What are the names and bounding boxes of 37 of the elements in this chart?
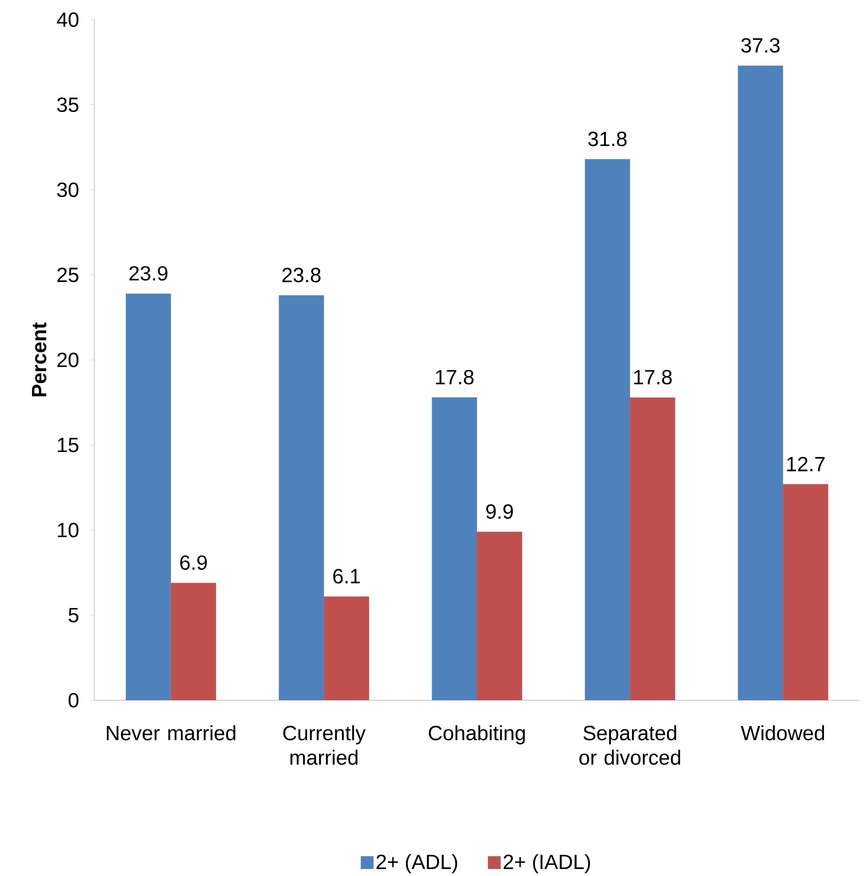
data-label: 12.7 [787, 456, 825, 472]
y-tick-label: 0 [68, 692, 79, 708]
data-label: 37.3 [741, 38, 780, 53]
x-tick-label: Currently married [283, 725, 366, 765]
y-tick-label: 30 [57, 182, 79, 198]
y-tick-label: 10 [58, 522, 79, 538]
data-label: 6.9 [180, 555, 207, 570]
bar [171, 582, 216, 700]
data-label: 31.8 [588, 132, 627, 146]
bar [783, 484, 828, 700]
bar [630, 397, 676, 700]
y-tick-label: 25 [58, 268, 79, 282]
y-tick-label: 20 [58, 352, 79, 368]
bar [278, 295, 324, 700]
bar [324, 596, 370, 700]
data-label: 17.8 [436, 370, 474, 384]
data-label: 17.8 [634, 370, 672, 384]
x-tick-label: Never married [107, 725, 236, 740]
legend-label: 2+ (IADL) [504, 854, 590, 874]
bar [477, 532, 522, 700]
x-tick-label: Cohabiting [429, 725, 525, 744]
x-tick-label: Widowed [740, 725, 824, 740]
bar [126, 294, 172, 700]
y-tick-label: 5 [68, 608, 79, 622]
bar [432, 397, 478, 700]
data-label: 23.9 [130, 266, 168, 281]
data-label: 23.8 [282, 268, 321, 282]
bar [585, 159, 630, 700]
y-tick-label: 35 [57, 97, 79, 112]
data-label: 6.1 [333, 568, 360, 584]
y-tick-label: 40 [56, 12, 79, 27]
x-tick-label: Separated or divorced [580, 725, 680, 765]
data-label: 9.9 [486, 504, 514, 519]
bar [738, 66, 784, 700]
legend-label: 2+ (ADL) [376, 854, 458, 874]
y-axis-title: Percent [32, 322, 47, 396]
y-tick-label: 15 [58, 438, 79, 452]
